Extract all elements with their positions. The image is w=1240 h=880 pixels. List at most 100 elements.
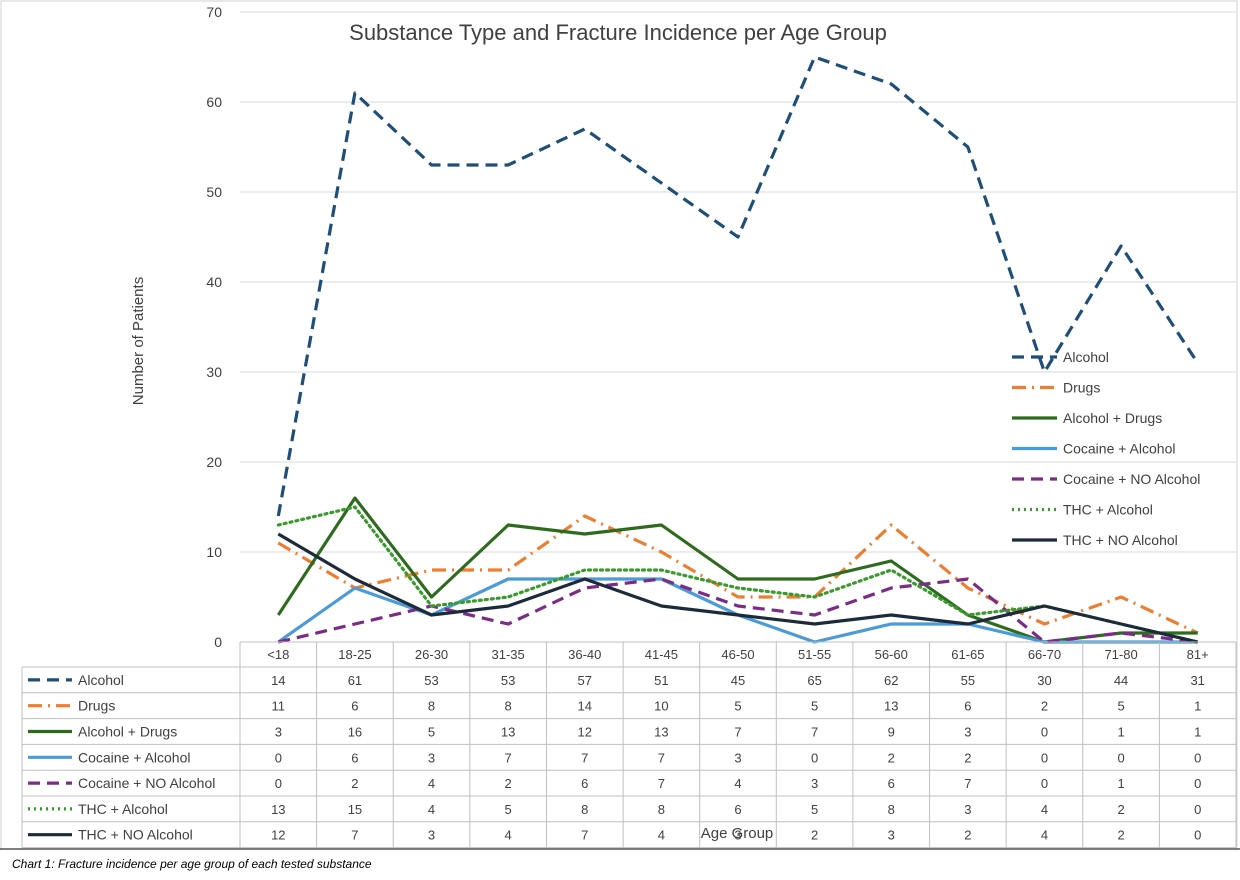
chart-title: Substance Type and Fracture Incidence pe… [349, 20, 887, 45]
x-tick-label: <18 [267, 647, 289, 662]
data-label: 15 [348, 802, 362, 817]
data-label: 4 [428, 776, 435, 791]
data-label: 1 [1194, 725, 1201, 740]
data-label: 2 [1041, 699, 1048, 714]
data-label: 62 [884, 673, 898, 688]
y-tick-label: 0 [214, 634, 222, 650]
data-label: 0 [1194, 802, 1201, 817]
table-row-label: Cocaine + NO Alcohol [78, 775, 215, 791]
x-tick-label: 66-70 [1028, 647, 1061, 662]
y-tick-label: 70 [206, 4, 222, 20]
data-label: 3 [811, 776, 818, 791]
legend-entry: Alcohol [1063, 349, 1109, 365]
data-label: 11 [272, 699, 286, 714]
data-label: 4 [1041, 802, 1048, 817]
data-label: 2 [1117, 802, 1124, 817]
x-tick-label: 41-45 [645, 647, 678, 662]
data-label: 2 [505, 776, 512, 791]
data-label: 4 [1041, 828, 1048, 843]
data-label: 13 [271, 802, 285, 817]
data-label: 0 [1041, 725, 1048, 740]
data-label: 0 [1194, 750, 1201, 765]
data-label: 5 [811, 699, 818, 714]
data-label: 3 [734, 828, 741, 843]
data-label: 6 [734, 802, 741, 817]
data-label: 7 [964, 776, 971, 791]
data-label: 14 [271, 673, 285, 688]
x-tick-label: 36-40 [568, 647, 601, 662]
x-tick-label: 51-55 [798, 647, 831, 662]
table-row-label: THC + Alcohol [78, 801, 168, 817]
data-label: 2 [1117, 828, 1124, 843]
data-label: 12 [271, 828, 285, 843]
data-label: 0 [1194, 828, 1201, 843]
data-label: 7 [351, 828, 358, 843]
x-tick-label: 18-25 [338, 647, 371, 662]
x-tick-label: 71-80 [1104, 647, 1137, 662]
data-label: 5 [505, 802, 512, 817]
x-tick-label: 46-50 [721, 647, 754, 662]
data-label: 2 [964, 750, 971, 765]
data-label: 8 [428, 699, 435, 714]
data-label: 5 [1117, 699, 1124, 714]
data-label: 53 [424, 673, 438, 688]
data-label: 0 [1041, 776, 1048, 791]
data-label: 5 [428, 725, 435, 740]
data-label: 7 [734, 725, 741, 740]
data-label: 5 [811, 802, 818, 817]
data-label: 8 [658, 802, 665, 817]
series-line-alcohol [276, 55, 1200, 517]
data-label: 53 [501, 673, 515, 688]
table-row-label: Cocaine + Alcohol [78, 749, 190, 765]
data-label: 8 [888, 802, 895, 817]
data-label: 6 [964, 699, 971, 714]
data-label: 2 [811, 828, 818, 843]
table-row-label: Alcohol + Drugs [78, 724, 177, 740]
data-label: 1 [1117, 725, 1124, 740]
data-label: 6 [581, 776, 588, 791]
x-axis-label: Age Group [701, 825, 774, 842]
x-tick-label: 61-65 [951, 647, 984, 662]
legend-entry: Alcohol + Drugs [1063, 410, 1162, 426]
data-label: 7 [658, 776, 665, 791]
data-label: 13 [884, 699, 898, 714]
data-label: 4 [658, 828, 665, 843]
data-label: 13 [501, 725, 515, 740]
data-label: 4 [428, 802, 435, 817]
data-label: 7 [811, 725, 818, 740]
y-tick-label: 20 [206, 454, 222, 470]
data-label: 9 [888, 725, 895, 740]
legend-entry: THC + NO Alcohol [1063, 532, 1178, 548]
x-tick-label: 81+ [1187, 647, 1209, 662]
data-label: 6 [351, 699, 358, 714]
data-label: 31 [1190, 673, 1204, 688]
data-label: 8 [581, 802, 588, 817]
data-label: 0 [1041, 750, 1048, 765]
series-line-alcohol-drugs [276, 496, 1198, 644]
data-label: 5 [734, 699, 741, 714]
y-tick-label: 50 [206, 184, 222, 200]
data-label: 0 [275, 776, 282, 791]
legend-entry: THC + Alcohol [1063, 502, 1153, 518]
data-label: 65 [807, 673, 821, 688]
data-label: 3 [428, 828, 435, 843]
data-label: 0 [811, 750, 818, 765]
y-tick-label: 40 [206, 274, 222, 290]
data-label: 1 [1194, 699, 1201, 714]
data-label: 0 [275, 750, 282, 765]
data-label: 4 [505, 828, 512, 843]
data-label: 61 [348, 673, 362, 688]
data-label: 2 [964, 828, 971, 843]
y-tick-label: 30 [206, 364, 222, 380]
x-tick-label: 56-60 [875, 647, 908, 662]
data-label: 55 [961, 673, 975, 688]
data-label: 57 [578, 673, 592, 688]
data-label: 51 [654, 673, 668, 688]
data-label: 0 [1194, 776, 1201, 791]
legend-entry: Cocaine + Alcohol [1063, 441, 1175, 457]
data-label: 7 [581, 828, 588, 843]
x-tick-label: 31-35 [492, 647, 525, 662]
data-label: 10 [654, 699, 668, 714]
x-tick-label: 26-30 [415, 647, 448, 662]
